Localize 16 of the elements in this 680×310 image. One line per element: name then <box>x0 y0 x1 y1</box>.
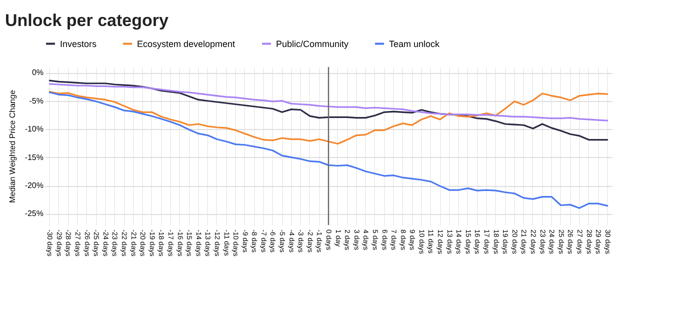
y-tick-label: -5% <box>29 96 44 106</box>
line-series <box>48 91 608 145</box>
legend-label: Public/Community <box>276 38 350 49</box>
y-tick-label: 0% <box>32 68 44 78</box>
line-series <box>48 83 608 122</box>
y-tick-label: -25% <box>24 209 44 218</box>
y-axis-title: Median Weighted Price Change <box>8 90 17 203</box>
y-tick-label: -20% <box>24 181 44 190</box>
y-tick-label: -15% <box>24 152 44 162</box>
line-series <box>48 80 608 141</box>
chart-title: Unlock per category <box>5 11 169 30</box>
legend-label: Ecosystem development <box>137 38 236 49</box>
line-series <box>48 92 608 209</box>
legend-label: Investors <box>60 38 98 49</box>
y-tick-label: -10% <box>24 124 44 134</box>
legend-label: Team unlock <box>389 38 440 49</box>
